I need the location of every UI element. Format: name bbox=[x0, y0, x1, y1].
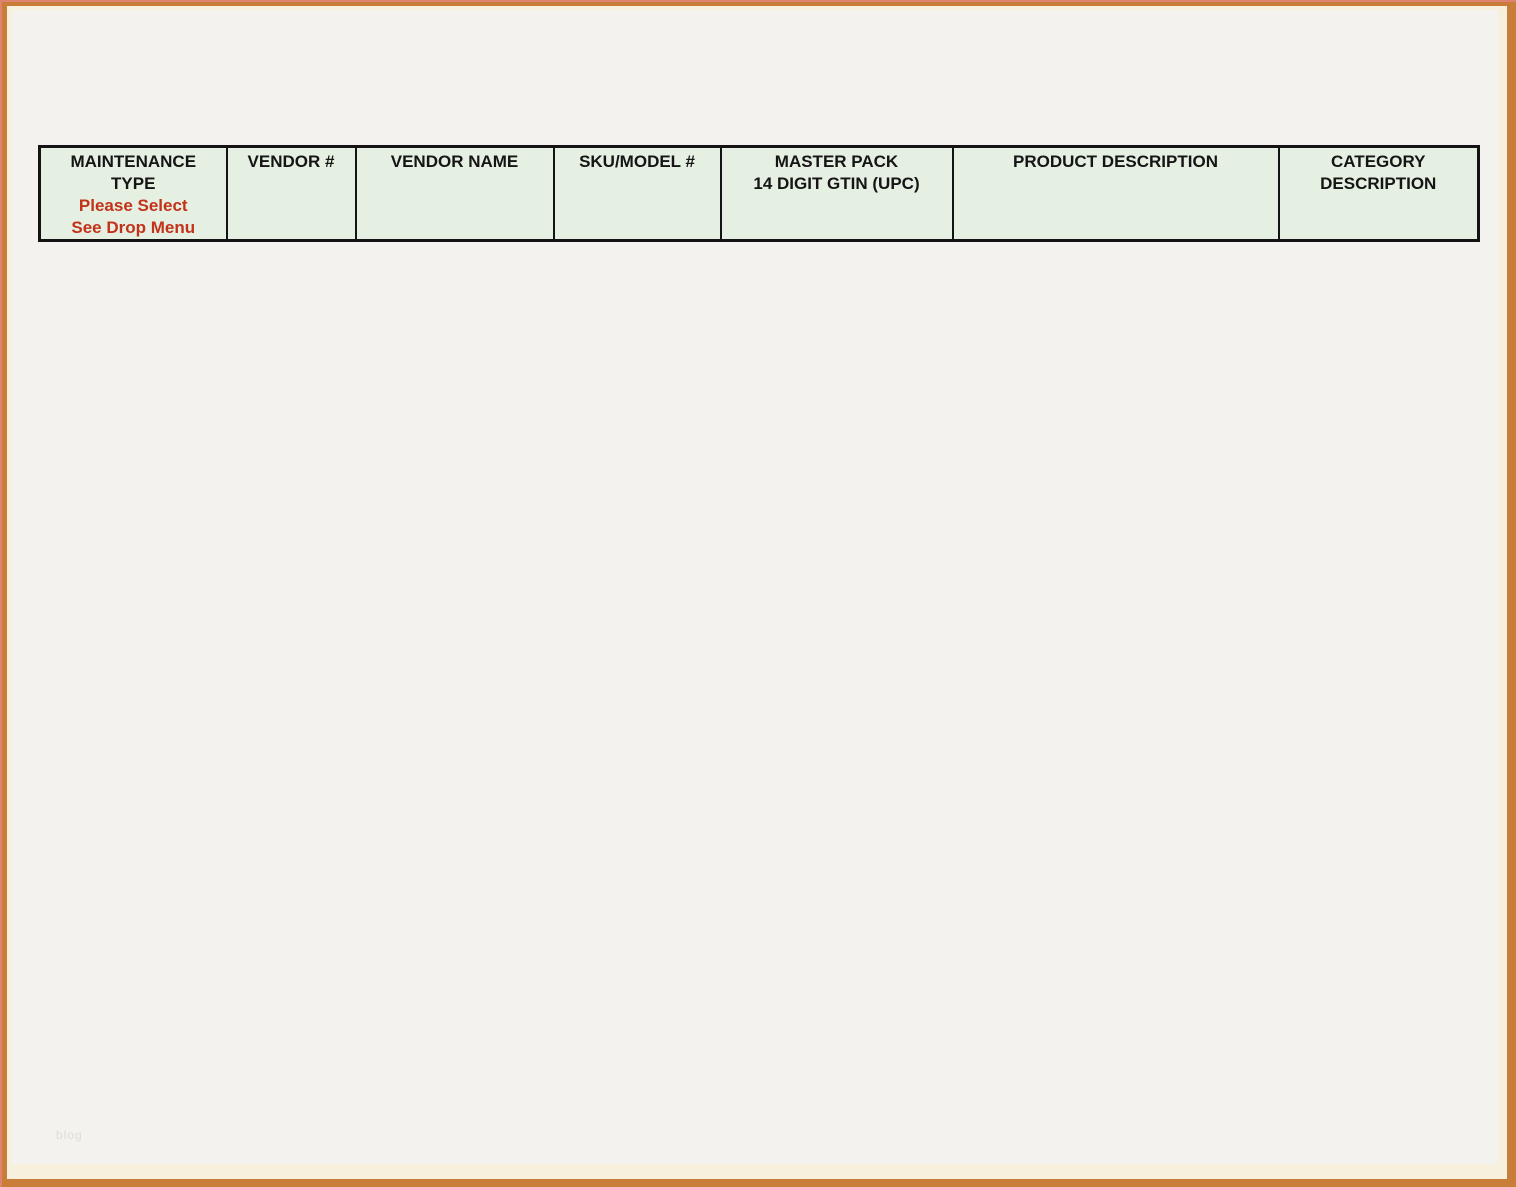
column-label: 14 DIGIT GTIN (UPC) bbox=[753, 174, 920, 193]
column-label: VENDOR # bbox=[247, 152, 335, 171]
column-header-sku-model-number: SKU/MODEL # bbox=[552, 145, 722, 242]
column-header-vendor-number: VENDOR # bbox=[225, 145, 357, 242]
column-header-vendor-name: VENDOR NAME bbox=[354, 145, 555, 242]
column-label: SKU/MODEL # bbox=[579, 152, 695, 171]
column-header-category-description: CATEGORY DESCRIPTION bbox=[1277, 145, 1480, 242]
column-header-maintenance-type: MAINTENANCE TYPE Please Select See Drop … bbox=[38, 145, 228, 242]
column-label: MASTER PACK bbox=[774, 152, 899, 171]
column-label: DESCRIPTION bbox=[1320, 174, 1437, 193]
column-label: PRODUCT DESCRIPTION bbox=[1013, 152, 1218, 171]
table-header-row: MAINTENANCE TYPE Please Select See Drop … bbox=[38, 145, 1480, 242]
column-label: MAINTENANCE bbox=[70, 152, 197, 171]
watermark: blog bbox=[56, 1128, 83, 1142]
drop-menu-note: Please Select bbox=[78, 196, 188, 215]
vendor-item-header-table: MAINTENANCE TYPE Please Select See Drop … bbox=[38, 145, 1480, 242]
column-header-product-description: PRODUCT DESCRIPTION bbox=[951, 145, 1280, 242]
column-label: CATEGORY bbox=[1331, 152, 1426, 171]
frame-highlight-left bbox=[0, 0, 2, 1187]
column-header-master-pack: MASTER PACK 14 DIGIT GTIN (UPC) bbox=[719, 145, 954, 242]
frame-highlight-top bbox=[0, 0, 1516, 2]
column-label: VENDOR NAME bbox=[390, 152, 519, 171]
column-label: TYPE bbox=[111, 174, 156, 193]
drop-menu-note: See Drop Menu bbox=[71, 218, 196, 237]
